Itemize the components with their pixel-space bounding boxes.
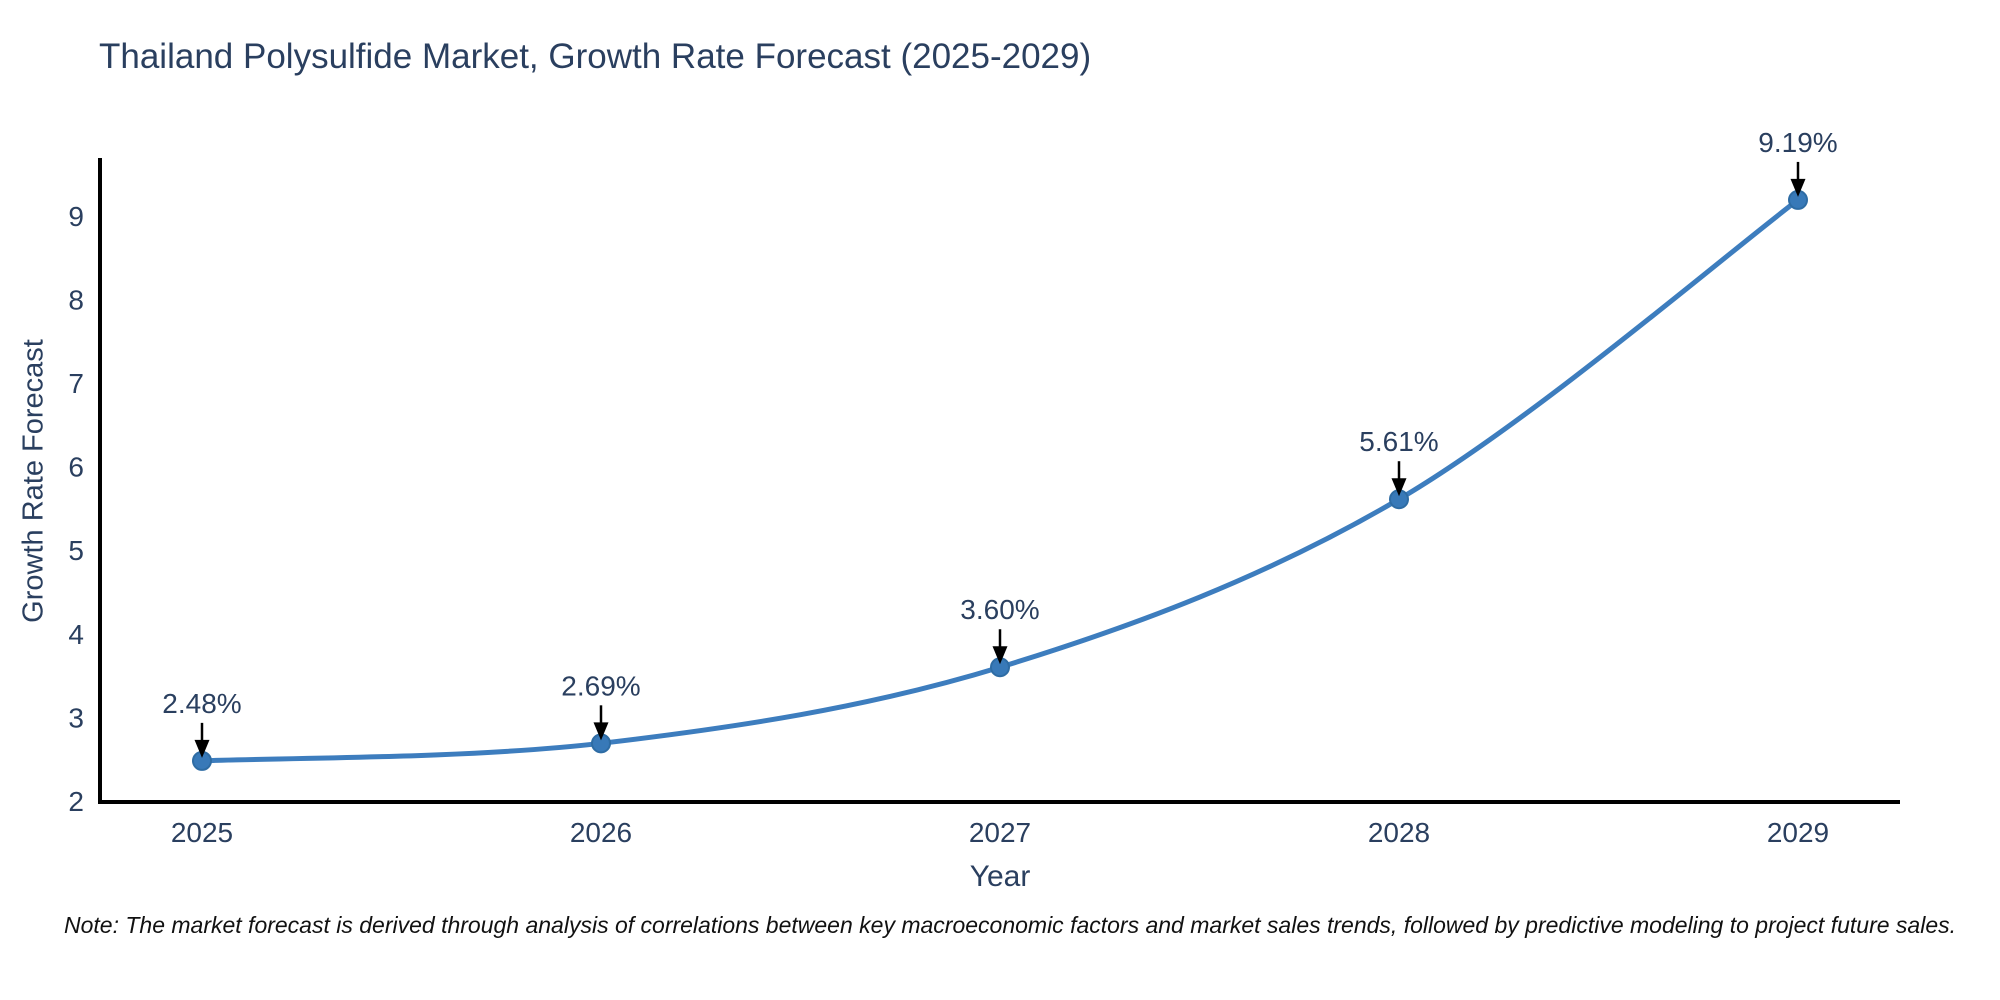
forecast-line [199,197,1801,764]
annotation-arrowhead-icon [593,722,609,741]
chart-title: Thailand Polysulfide Market, Growth Rate… [99,37,1092,76]
y-tick-label: 2 [68,786,84,817]
x-tick-label: 2027 [969,817,1031,848]
x-tick-label: 2028 [1368,817,1430,848]
annotation-arrowhead-icon [1790,178,1806,197]
point-value-label: 3.60% [960,594,1039,625]
x-tick-label: 2029 [1767,817,1829,848]
annotation-arrowhead-icon [992,646,1008,665]
annotation-arrowhead-icon [1391,478,1407,497]
y-tick-label: 7 [68,368,84,399]
x-axis-title: Year [969,860,1031,893]
point-value-label: 5.61% [1359,426,1438,457]
y-tick-label: 9 [68,201,84,232]
footnote: Note: The market forecast is derived thr… [63,912,1957,938]
x-tick-label: 2026 [570,817,632,848]
point-value-label: 9.19% [1758,127,1837,158]
annotation-arrowhead-icon [194,739,210,758]
y-tick-label: 4 [68,619,84,650]
y-tick-label: 6 [68,452,84,483]
y-tick-label: 3 [68,702,84,733]
point-value-label: 2.69% [561,670,640,701]
y-tick-label: 8 [68,284,84,315]
x-tick-label: 2025 [171,817,233,848]
y-tick-label: 5 [68,535,84,566]
point-value-label: 2.48% [162,688,241,719]
